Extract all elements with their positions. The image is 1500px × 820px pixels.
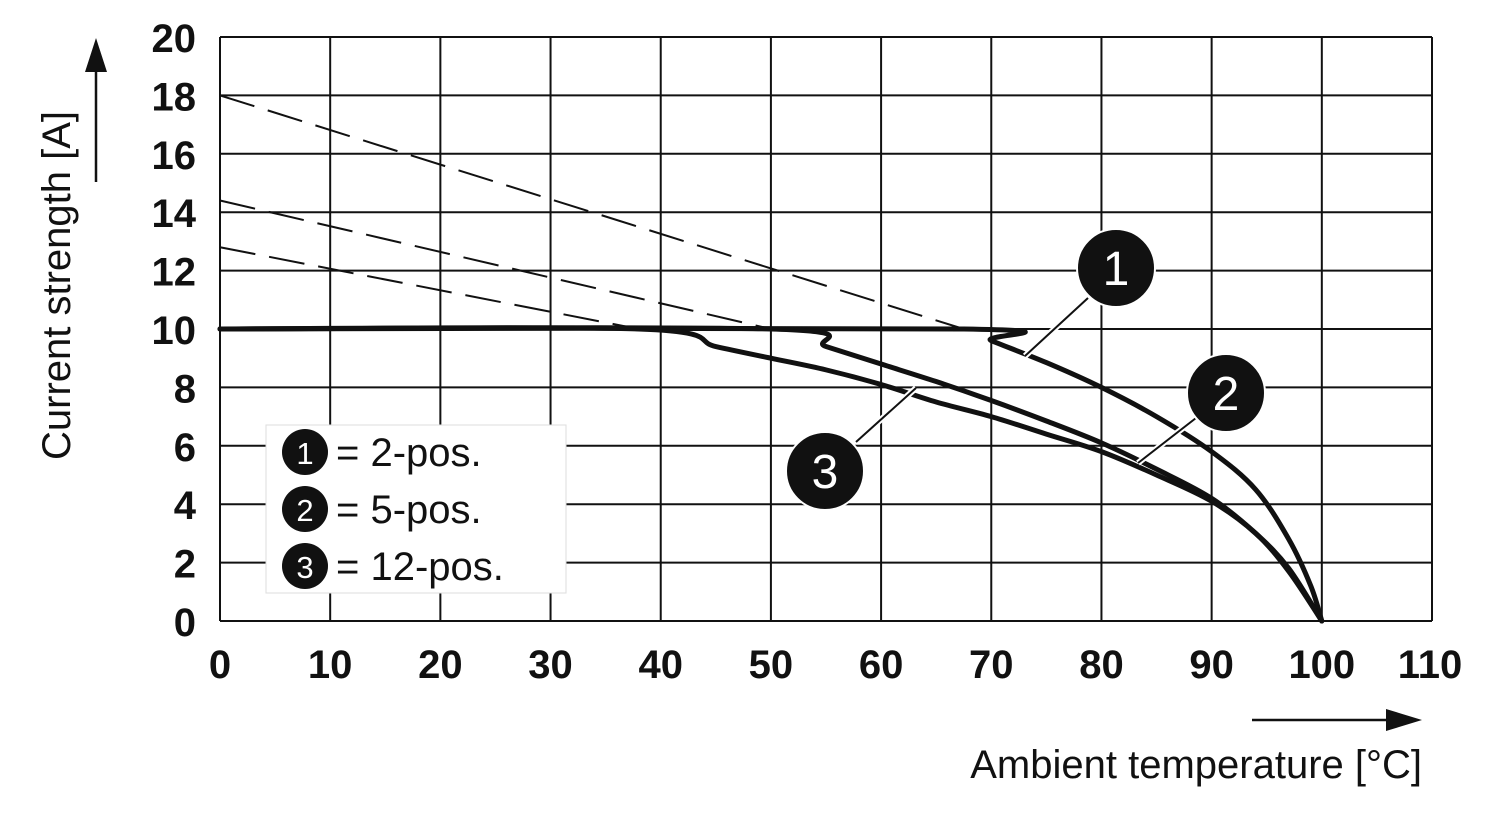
legend-label-1: = 2-pos. (336, 431, 482, 475)
x-tick-label: 90 (1189, 643, 1234, 687)
callout-3: 3 (785, 385, 919, 511)
x-tick-label: 80 (1079, 643, 1124, 687)
x-tick-label: 0 (209, 643, 231, 687)
extrapolation-line-2 (219, 199, 772, 330)
y-tick-label: 2 (174, 543, 196, 587)
callout-leader (1024, 297, 1089, 357)
series-line-3 (217, 325, 1325, 624)
x-tick-label: 70 (969, 643, 1014, 687)
callout-badge (1076, 228, 1156, 308)
legend: 1 = 2-pos. 2 = 5-pos. 3 = 12-pos. (265, 424, 567, 594)
x-tick-label: 10 (308, 643, 353, 687)
x-axis-arrow-icon (1252, 709, 1422, 731)
x-axis-ticks: 0 10 20 30 40 50 60 70 80 90 100 110 (209, 643, 1462, 687)
callout-leader (855, 387, 917, 443)
x-tick-label: 110 (1398, 643, 1463, 687)
callout-badge (1186, 353, 1266, 433)
callout-badge (785, 431, 865, 511)
y-axis-ticks: 0 2 4 6 8 10 12 14 16 18 20 (152, 17, 197, 645)
callout-2: 2 (1136, 353, 1266, 466)
x-tick-label: 40 (638, 643, 683, 687)
legend-label-2: = 5-pos. (336, 488, 482, 532)
x-tick-label: 50 (749, 643, 794, 687)
y-tick-label: 0 (174, 601, 196, 645)
y-tick-label: 16 (152, 134, 197, 178)
x-tick-label: 100 (1288, 643, 1355, 687)
legend-item-2: 2 = 5-pos. (282, 486, 482, 532)
callout-number: 1 (1103, 243, 1130, 296)
y-tick-label: 6 (174, 426, 196, 470)
y-axis-title: Current strength [A] (35, 111, 79, 460)
y-tick-label: 8 (174, 367, 196, 411)
x-tick-label: 30 (528, 643, 573, 687)
callout-1: 1 (1022, 228, 1156, 359)
x-axis-title: Ambient temperature [°C] (970, 743, 1422, 787)
legend-badge-3: 3 (296, 550, 313, 585)
y-tick-label: 18 (152, 75, 197, 119)
callout-leader (1137, 417, 1197, 464)
y-axis-arrow-icon (85, 38, 107, 182)
series-callouts: 1 2 3 (785, 228, 1266, 511)
callout-number: 2 (1213, 368, 1240, 421)
y-tick-label: 4 (174, 484, 197, 528)
extrapolation-lines (219, 94, 965, 330)
x-tick-label: 20 (418, 643, 463, 687)
y-tick-label: 20 (152, 17, 197, 61)
legend-badge-1: 1 (296, 436, 313, 471)
y-tick-label: 10 (152, 309, 197, 353)
y-tick-label: 12 (152, 251, 197, 295)
legend-item-3: 3 = 12-pos. (282, 543, 504, 589)
extrapolation-line-1 (219, 94, 965, 330)
legend-badge-2: 2 (296, 493, 313, 528)
extrapolation-line-3 (219, 246, 639, 330)
x-tick-label: 60 (859, 643, 904, 687)
legend-label-3: = 12-pos. (336, 545, 504, 589)
legend-item-1: 1 = 2-pos. (282, 429, 482, 475)
series-lines (217, 325, 1325, 624)
callout-number: 3 (812, 446, 839, 499)
y-tick-label: 14 (152, 192, 197, 236)
